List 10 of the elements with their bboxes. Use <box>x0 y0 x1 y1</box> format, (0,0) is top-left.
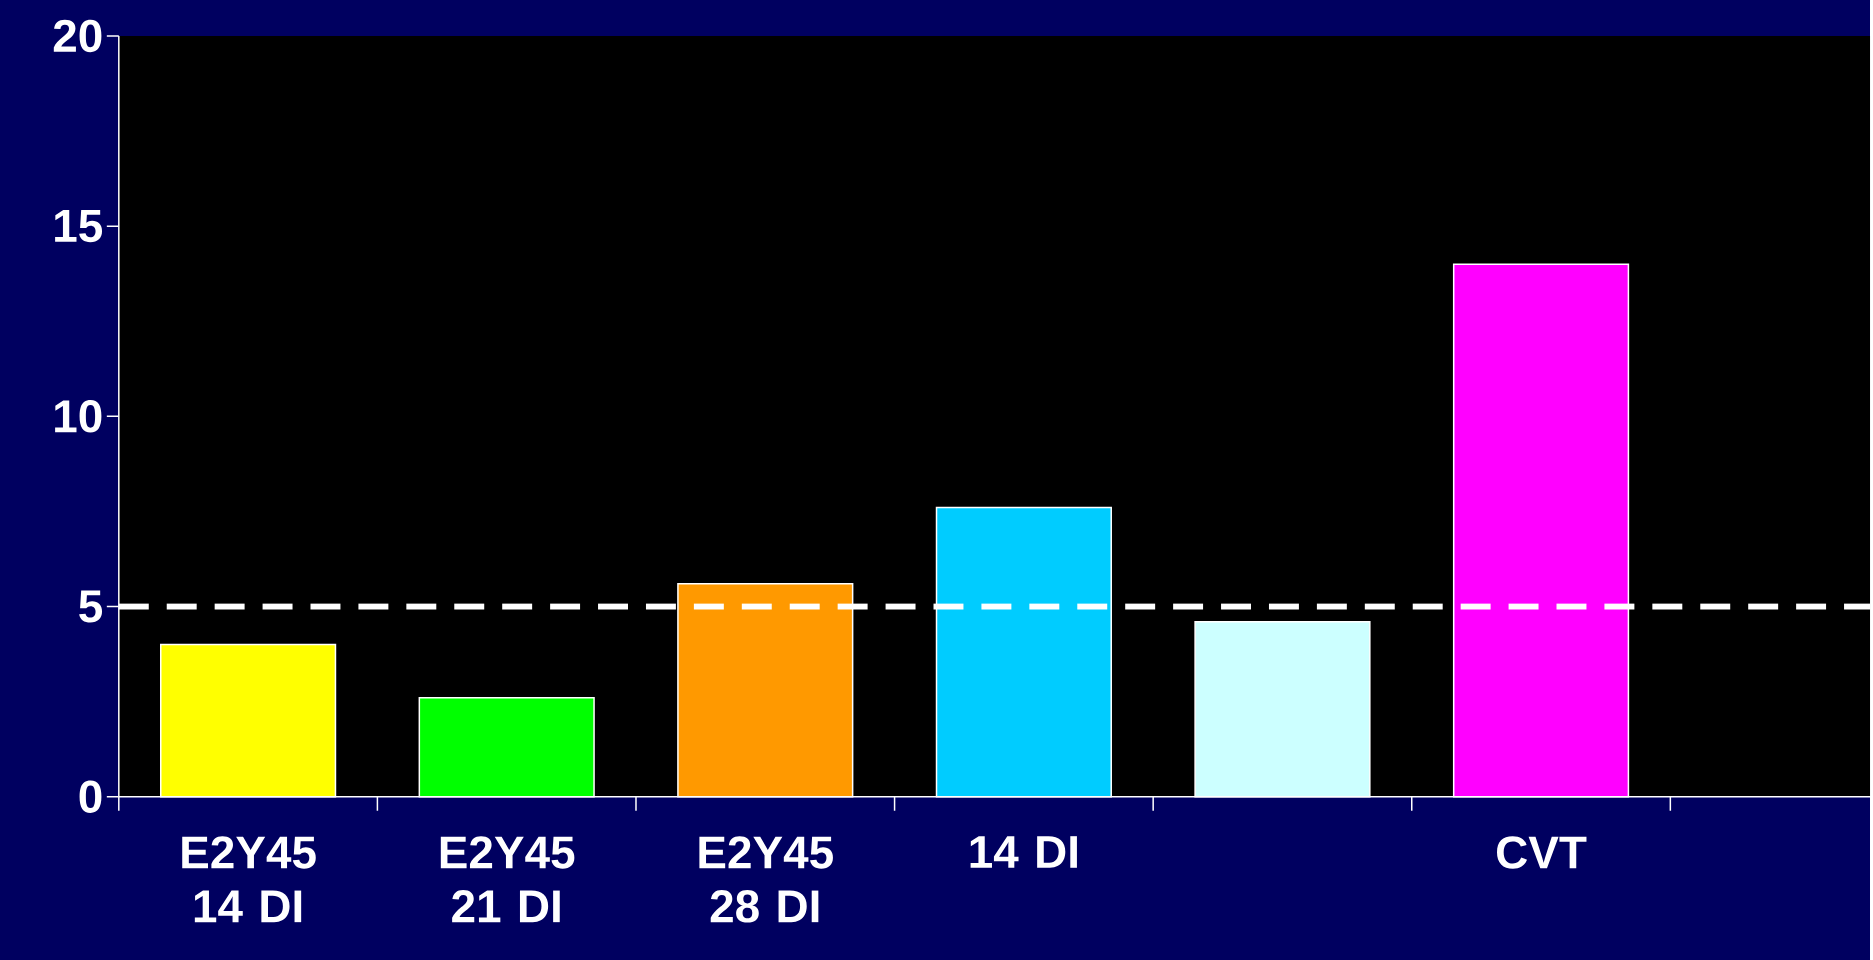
x-tick-label: E2Y45 21 DI <box>440 835 575 922</box>
y-tick-label: 20 <box>53 19 102 52</box>
y-tick-label: 5 <box>79 590 103 623</box>
y-tick-label: 15 <box>55 209 103 242</box>
x-tick-label: 14 DI <box>970 835 1077 868</box>
y-tick-label: 10 <box>55 399 102 433</box>
x-tick-label: E2Y45 14 DI <box>182 835 316 922</box>
x-tick-label: CVT <box>1497 835 1587 869</box>
x-tick-label: E2Y45 28 DI <box>699 835 833 923</box>
y-tick-label: 0 <box>79 780 102 813</box>
